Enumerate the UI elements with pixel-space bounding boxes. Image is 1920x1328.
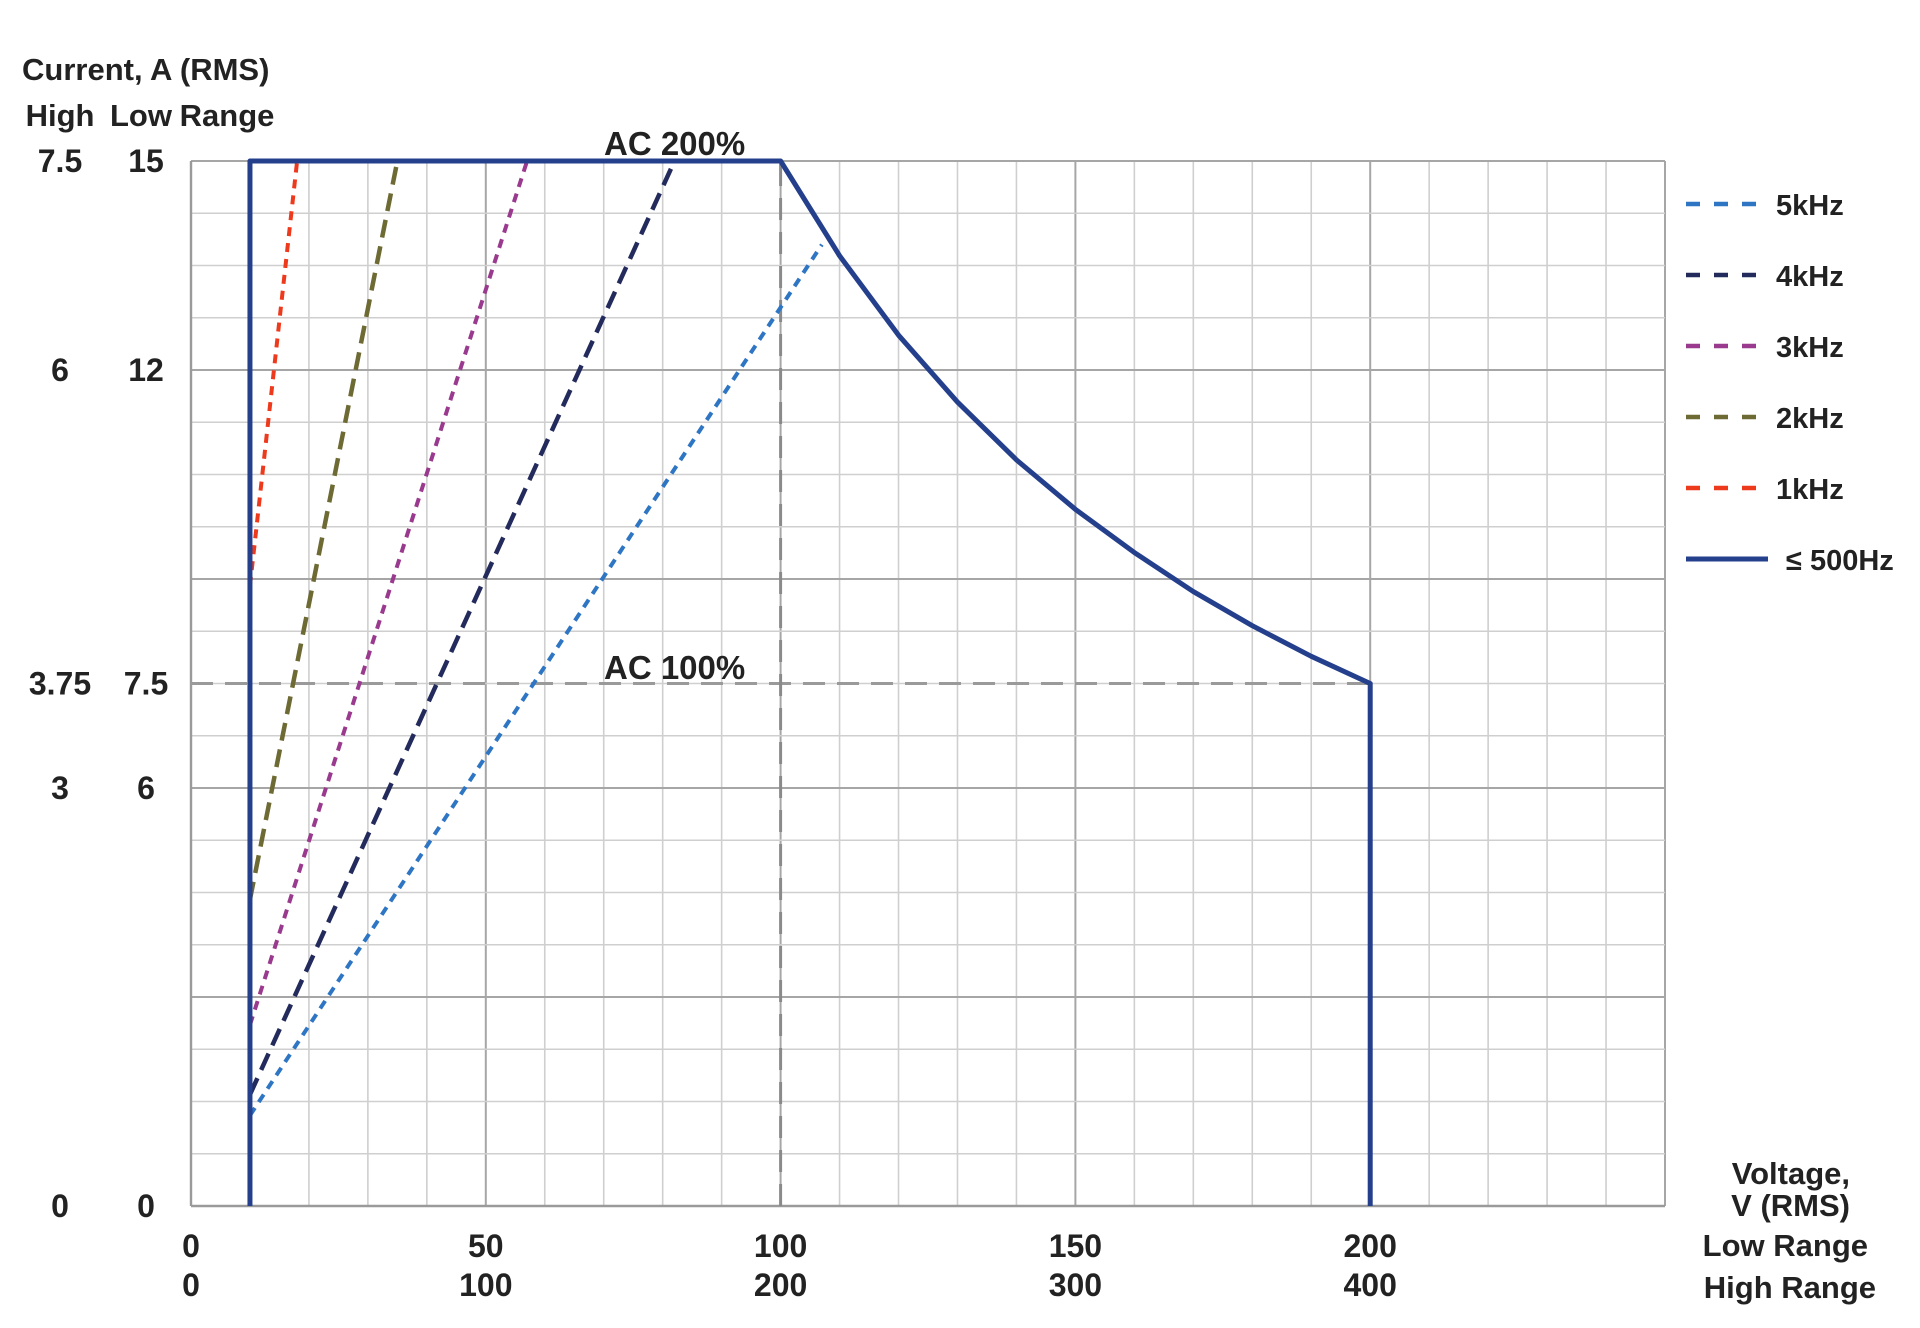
legend-label-1: 4kHz [1776, 261, 1844, 293]
series-line-4 [247, 160, 300, 587]
y-tick-low-0: 15 [128, 143, 164, 179]
x-tick-low-2: 100 [754, 1228, 807, 1264]
series-line-0 [248, 243, 824, 1117]
x-axis-title-line-2: V (RMS) [1731, 1188, 1850, 1223]
x-high-range-label: High Range [1704, 1270, 1876, 1305]
y-tick-high-4: 0 [51, 1188, 69, 1224]
x-tick-high-1: 100 [459, 1267, 512, 1303]
y-subheader-range: Range [180, 98, 275, 133]
y-tick-low-4: 0 [137, 1188, 155, 1224]
x-low-range-label: Low Range [1703, 1228, 1868, 1263]
x-tick-high-2: 200 [754, 1267, 807, 1303]
x-tick-low-4: 200 [1344, 1228, 1397, 1264]
annotation-ac-200: AC 200% [604, 125, 745, 162]
y-tick-high-2: 3.75 [29, 666, 91, 702]
series-line-2 [248, 160, 529, 1026]
y-tick-high-0: 7.5 [38, 143, 82, 179]
x-tick-low-3: 150 [1049, 1228, 1102, 1264]
y-tick-low-1: 12 [128, 352, 164, 388]
series-line-5 [247, 158, 1373, 1206]
y-axis-title: Current, A (RMS) [22, 52, 269, 87]
legend-label-2: 3kHz [1776, 332, 1844, 364]
x-tick-low-1: 50 [468, 1228, 504, 1264]
y-subheader-low: Low [110, 98, 173, 133]
series-line-1 [247, 160, 677, 1096]
x-tick-high-3: 300 [1049, 1267, 1102, 1303]
x-tick-high-4: 400 [1344, 1267, 1397, 1303]
y-tick-low-2: 7.5 [124, 666, 168, 702]
series-lines [247, 158, 1373, 1206]
x-axis-title-line-1: Voltage, [1732, 1156, 1850, 1191]
series-line-3 [247, 160, 400, 900]
x-tick-low-0: 0 [182, 1228, 200, 1264]
legend-label-4: 1kHz [1776, 474, 1844, 506]
legend: 5kHz 4kHz 3kHz 2kHz 1kHz ≤ 500Hz [1686, 190, 1894, 577]
legend-label-3: 2kHz [1776, 403, 1844, 435]
legend-label-5: ≤ 500Hz [1786, 545, 1894, 577]
x-tick-high-0: 0 [182, 1267, 200, 1303]
reference-lines [191, 161, 1371, 1206]
y-tick-high-3: 3 [51, 770, 69, 806]
annotation-ac-100: AC 100% [604, 649, 745, 686]
grid [189, 160, 1666, 1208]
y-tick-low-3: 6 [137, 770, 155, 806]
y-subheader-high: High [26, 98, 95, 133]
legend-label-0: 5kHz [1776, 190, 1844, 222]
y-tick-high-1: 6 [51, 352, 69, 388]
